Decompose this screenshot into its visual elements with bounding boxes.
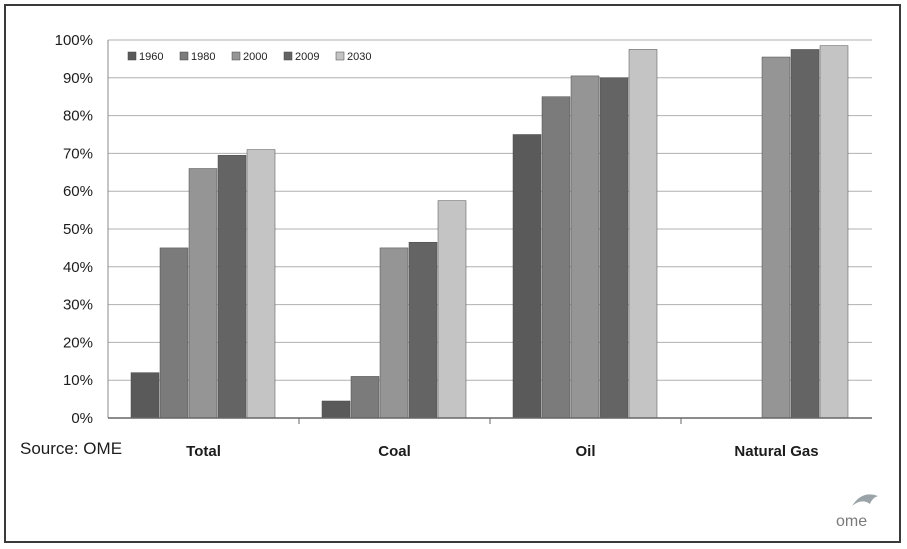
x-category-label: Oil <box>575 443 595 460</box>
legend-swatch <box>231 51 241 61</box>
legend-label: 2000 <box>243 51 267 63</box>
y-tick-label: 0% <box>71 410 93 427</box>
bar-1960 <box>512 134 542 419</box>
y-tick-label: 60% <box>63 183 93 200</box>
bar-2009 <box>217 155 247 419</box>
x-category-label: Coal <box>378 443 411 460</box>
legend-label: 1980 <box>191 51 215 63</box>
legend-label: 2009 <box>295 51 319 63</box>
bar-1980 <box>541 96 571 419</box>
x-category-label: Natural Gas <box>734 443 818 460</box>
legend-label: 2030 <box>347 51 371 63</box>
y-axis-labels: 0% 10% 20% 30% 40% 50% 60% 70% 80% 90% 100% <box>55 32 93 427</box>
bar-2030 <box>819 45 849 419</box>
bar-2009 <box>599 77 629 419</box>
x-axis: Total Coal Oil Natural Gas <box>107 40 872 460</box>
legend-swatch <box>335 51 345 61</box>
bar-2000 <box>761 56 791 419</box>
bar-2030 <box>246 149 276 419</box>
x-category-label: Total <box>186 443 221 460</box>
legend-swatch <box>283 51 293 61</box>
bar-2030 <box>628 49 658 419</box>
bar-2000 <box>570 75 600 419</box>
y-tick-label: 100% <box>55 32 93 49</box>
ome-logo-mark <box>852 494 878 506</box>
bar-2009 <box>790 49 820 419</box>
legend-swatch <box>127 51 137 61</box>
bar-2000 <box>188 168 218 419</box>
legend: 1960 1980 2000 2009 2030 <box>127 51 371 63</box>
y-tick-label: 50% <box>63 221 93 238</box>
y-tick-label: 40% <box>63 259 93 276</box>
bar-1960 <box>130 372 160 419</box>
bars <box>130 45 849 419</box>
ome-logo: ome <box>836 494 878 530</box>
bar-2030 <box>437 200 467 419</box>
y-tick-label: 90% <box>63 70 93 87</box>
source-label: Source: OME <box>20 439 122 458</box>
y-tick-label: 70% <box>63 145 93 162</box>
bar-1980 <box>159 247 189 419</box>
y-tick-label: 20% <box>63 334 93 351</box>
bar-1960 <box>321 400 351 419</box>
bar-2009 <box>408 241 438 419</box>
legend-label: 1960 <box>139 51 163 63</box>
bar-2000 <box>379 247 409 419</box>
y-tick-label: 10% <box>63 372 93 389</box>
legend-swatch <box>179 51 189 61</box>
y-tick-label: 80% <box>63 108 93 125</box>
bar-1980 <box>350 376 380 419</box>
y-tick-label: 30% <box>63 297 93 314</box>
ome-logo-text: ome <box>836 513 867 530</box>
